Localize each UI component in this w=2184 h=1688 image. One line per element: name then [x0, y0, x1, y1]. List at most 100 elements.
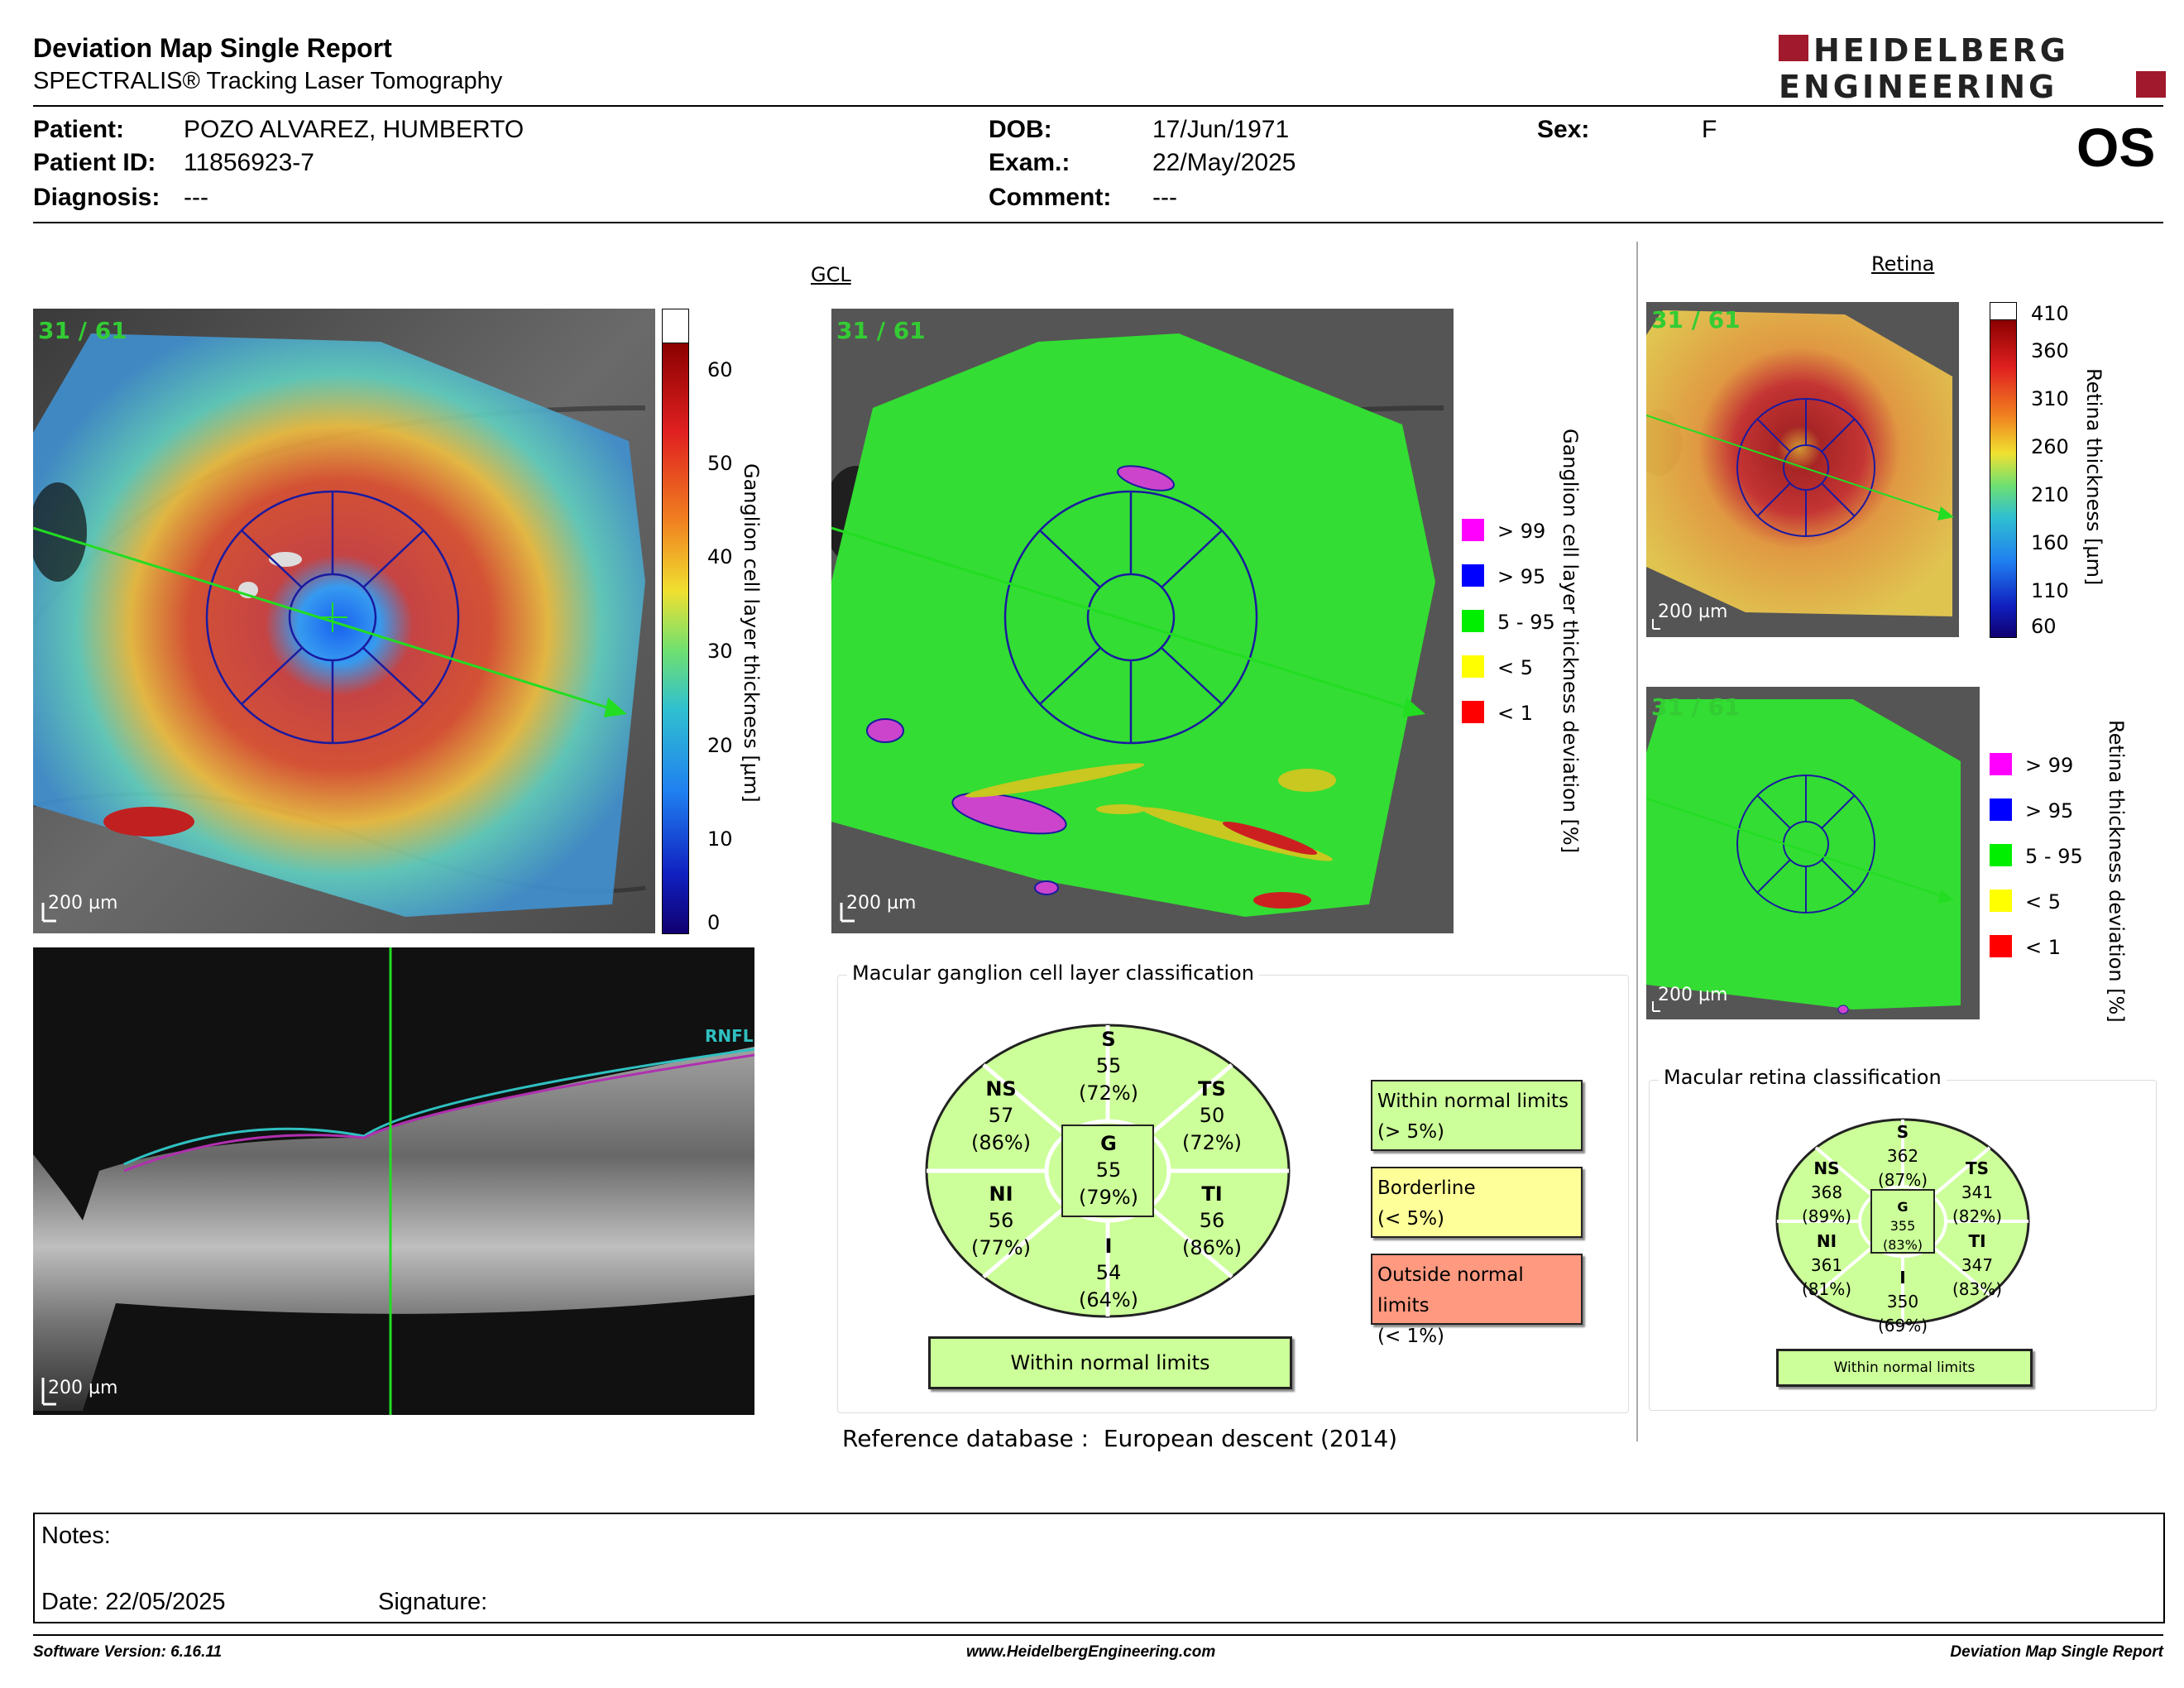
gcl-section-label: GCL: [811, 263, 851, 286]
category-borderline: Borderline (< 5%): [1371, 1167, 1583, 1238]
exam-label: Exam.:: [989, 149, 1070, 176]
dob-value: 17/Jun/1971: [1152, 116, 1290, 143]
retina-legend-99: > 99: [2025, 754, 2074, 777]
gcl-dev-axis-label: Ganglion cell layer thickness deviation …: [1559, 429, 1582, 854]
gcl-legend-swatch-99: [1462, 519, 1484, 541]
gcl-legend-swatch-5: [1462, 655, 1484, 678]
report-name: Deviation Map Single Report: [1950, 1643, 2163, 1661]
comment-label: Comment:: [989, 184, 1112, 211]
retina-dev-ratio: 31 / 61: [1651, 693, 1741, 721]
gcl-colorbar: [662, 309, 689, 934]
sex-label: Sex:: [1537, 116, 1590, 143]
gcl-tick-50: 50: [707, 452, 733, 475]
sex-value: F: [1702, 116, 1717, 143]
gcl-legend-5: < 5: [1497, 656, 1534, 679]
gcl-tick-0: 0: [707, 911, 721, 934]
retina-legend-swatch-99: [1990, 753, 2012, 775]
eye-indicator: OS: [2076, 117, 2156, 178]
retina-tick-410: 410: [2031, 302, 2069, 325]
gcl-tick-60: 60: [707, 358, 733, 381]
category-within-normal: Within normal limits (> 5%): [1371, 1080, 1583, 1151]
retina-thickness-map: 31 / 61 200 µm: [1646, 302, 1959, 637]
gcl-tick-20: 20: [707, 734, 733, 757]
notes-date: Date: 22/05/2025: [41, 1589, 226, 1615]
exam-value: 22/May/2025: [1152, 149, 1296, 176]
retina-result-badge: Within normal limits: [1776, 1349, 2033, 1387]
svg-text:HEIDELBERG: HEIDELBERG: [1813, 32, 2069, 69]
retina-legend-1: < 1: [2025, 936, 2062, 959]
gcl-legend-95: > 95: [1497, 565, 1546, 588]
report-title: Deviation Map Single Report: [33, 33, 392, 63]
patient-id-label: Patient ID:: [33, 149, 156, 176]
retina-dev-axis-label: Retina thickness deviation [%]: [2105, 720, 2128, 1023]
category-outside-normal: Outside normal limits (< 1%): [1371, 1254, 1583, 1347]
retina-legend-swatch-1: [1990, 935, 2012, 957]
retina-legend-5: < 5: [2025, 890, 2062, 914]
retina-legend-swatch-5-95: [1990, 844, 2012, 866]
retina-deviation-map: 31 / 61 200 µm: [1646, 687, 1980, 1019]
gcl-result-badge: Within normal limits: [928, 1336, 1292, 1389]
patient-id: 11856923-7: [184, 149, 314, 176]
retina-tick-60: 60: [2031, 615, 2057, 638]
gcl-tick-10: 10: [707, 827, 733, 851]
retina-colorbar: [1990, 302, 2017, 638]
retina-legend-swatch-95: [1990, 798, 2012, 821]
retina-tick-310: 310: [2031, 387, 2069, 410]
retina-legend-5-95: 5 - 95: [2025, 845, 2083, 868]
retina-tick-160: 160: [2031, 531, 2069, 554]
gcl-legend-5-95: 5 - 95: [1497, 611, 1555, 634]
notes-box: Notes: Date: 22/05/2025 Signature:: [33, 1513, 2165, 1623]
signature-label: Signature:: [378, 1589, 488, 1615]
retina-sector-ns: NS 368 (89%): [1801, 1158, 1852, 1226]
retina-classification-title: Macular retina classification: [1659, 1066, 1947, 1089]
gcl-legend-99: > 99: [1497, 520, 1546, 543]
website-link[interactable]: www.HeidelbergEngineering.com: [966, 1643, 1216, 1661]
comment-value: ---: [1152, 184, 1177, 211]
reference-database: Reference database : European descent (2…: [842, 1425, 1398, 1452]
gcl-tick-40: 40: [707, 545, 733, 568]
retina-dev-scale: 200 µm: [1658, 985, 1728, 1005]
retina-map-ratio: 31 / 61: [1651, 306, 1741, 333]
gcl-legend-swatch-5-95: [1462, 610, 1484, 632]
retina-section-label: Retina: [1871, 252, 1935, 276]
retina-sector-i: I 350 (69%): [1877, 1268, 1928, 1336]
diagnosis-label: Diagnosis:: [33, 184, 160, 211]
diagnosis-value: ---: [184, 184, 208, 211]
software-version: Software Version: 6.16.11: [33, 1643, 223, 1661]
dob-label: DOB:: [989, 116, 1052, 143]
gcl-thickness-map: 31 / 61 200 µm: [33, 309, 655, 933]
retina-map-scale: 200 µm: [1658, 602, 1728, 622]
patient-name: POZO ALVAREZ, HUMBERTO: [184, 116, 524, 143]
retina-tick-260: 260: [2031, 435, 2069, 458]
retina-legend-swatch-5: [1990, 890, 2012, 912]
retina-tick-210: 210: [2031, 483, 2069, 506]
gcl-sector-i: I 54 (64%): [1078, 1235, 1139, 1312]
gcl-sector-s: S 55 (72%): [1078, 1028, 1139, 1105]
gcl-sector-grid: [925, 1024, 1291, 1318]
gcl-legend-swatch-95: [1462, 564, 1484, 587]
gcl-legend-swatch-1: [1462, 701, 1484, 723]
report-subtitle: SPECTRALIS® Tracking Laser Tomography: [33, 68, 503, 94]
gcl-deviation-map: 31 / 61 200 µm: [831, 309, 1454, 933]
gcl-sector-ni: NI 56 (77%): [970, 1182, 1032, 1259]
retina-tick-110: 110: [2031, 579, 2069, 602]
gcl-tick-30: 30: [707, 640, 733, 663]
retina-sector-ni: NI 361 (81%): [1801, 1231, 1852, 1299]
svg-text:ENGINEERING: ENGINEERING: [1779, 69, 2057, 102]
retina-sector-ti: TI 347 (83%): [1952, 1231, 2003, 1299]
gcl-classification-title: Macular ganglion cell layer classificati…: [847, 961, 1259, 985]
gcl-map-ratio: 31 / 61: [38, 317, 127, 344]
bscan-scale: 200 µm: [48, 1378, 118, 1398]
oct-bscan: RNFL 200 µm: [33, 947, 754, 1415]
gcl-legend-1: < 1: [1497, 702, 1534, 725]
gcl-map-scale: 200 µm: [48, 893, 118, 914]
gcl-sector-g: G 55 (79%): [1078, 1132, 1139, 1209]
gcl-sector-ti: TI 56 (86%): [1181, 1182, 1243, 1259]
retina-sector-g: G 355 (83%): [1882, 1199, 1923, 1254]
retina-colorbar-label: Retina thickness [µm]: [2082, 368, 2105, 586]
gcl-sector-ts: TS 50 (72%): [1181, 1077, 1243, 1154]
patient-label: Patient:: [33, 116, 125, 143]
gcl-colorbar-label: Ganglion cell layer thickness [µm]: [740, 463, 763, 803]
heidelberg-logo: HEIDELBERG ENGINEERING: [1779, 31, 2167, 105]
retina-sector-s: S 362 (87%): [1877, 1122, 1928, 1190]
